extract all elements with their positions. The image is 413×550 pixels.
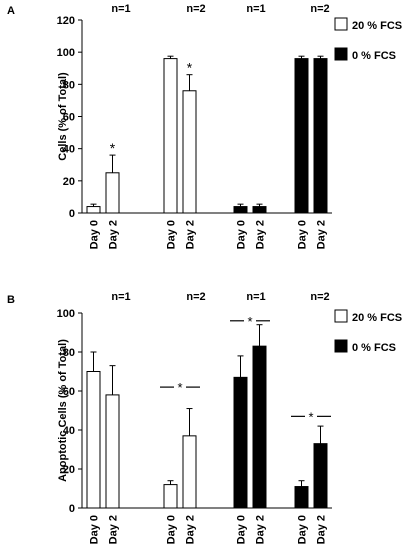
bar <box>252 345 267 509</box>
legend-label: 0 % FCS <box>352 50 396 62</box>
n-label: n=2 <box>186 3 205 15</box>
significance-star: * <box>177 380 182 395</box>
y-tick-label: 20 <box>63 176 75 188</box>
panel-label: B <box>7 294 15 306</box>
legend-swatch <box>334 309 348 323</box>
y-tick-label: 80 <box>63 347 75 359</box>
x-tick-label: Day 0 <box>166 515 178 544</box>
x-tick-label: Day 0 <box>166 220 178 249</box>
legend-swatch <box>334 339 348 353</box>
bar <box>105 394 120 509</box>
x-tick-label: Day 2 <box>255 220 267 249</box>
significance-star: * <box>247 314 252 329</box>
bar <box>105 172 120 214</box>
x-tick-label: Day 0 <box>89 220 101 249</box>
x-tick-label: Day 0 <box>236 220 248 249</box>
y-axis-label: Apoptotic Cells (% of Total) <box>57 339 69 482</box>
x-tick-label: Day 0 <box>297 220 309 249</box>
bar <box>233 376 248 509</box>
y-tick-label: 40 <box>63 144 75 156</box>
bar <box>252 206 267 214</box>
legend-label: 20 % FCS <box>352 20 402 32</box>
x-tick-label: Day 0 <box>297 515 309 544</box>
bar <box>294 486 309 509</box>
y-tick-label: 100 <box>57 47 75 59</box>
bar <box>294 58 309 214</box>
bar <box>163 484 178 509</box>
x-tick-label: Day 2 <box>316 515 328 544</box>
n-label: n=1 <box>246 3 265 15</box>
y-tick-label: 0 <box>69 503 75 515</box>
n-label: n=2 <box>310 3 329 15</box>
x-tick-label: Day 0 <box>236 515 248 544</box>
y-tick-label: 60 <box>63 386 75 398</box>
bar <box>313 443 328 509</box>
n-label: n=2 <box>310 291 329 303</box>
bar <box>163 58 178 214</box>
n-label: n=1 <box>246 291 265 303</box>
x-tick-label: Day 2 <box>185 515 197 544</box>
legend-label: 0 % FCS <box>352 342 396 354</box>
n-label: n=2 <box>186 291 205 303</box>
bar <box>86 371 101 509</box>
y-tick-label: 0 <box>69 208 75 220</box>
n-label: n=1 <box>111 291 130 303</box>
y-tick-label: 60 <box>63 112 75 124</box>
y-axis-label: Cells (% of Total) <box>57 72 69 161</box>
significance-star: * <box>308 409 313 424</box>
panel-label: A <box>7 5 15 17</box>
legend-label: 20 % FCS <box>352 312 402 324</box>
legend-swatch <box>334 47 348 61</box>
y-tick-label: 120 <box>57 15 75 27</box>
chart-panel-b: B 0 20 40 60 80 100 Apoptotic Cells (% of Total… <box>7 291 402 544</box>
x-tick-label: Day 2 <box>108 220 120 249</box>
y-tick-label: 100 <box>57 308 75 320</box>
x-tick-label: Day 0 <box>89 515 101 544</box>
bar <box>182 90 197 214</box>
significance-star: * <box>110 140 116 156</box>
y-tick-label: 80 <box>63 79 75 91</box>
y-tick-label: 40 <box>63 425 75 437</box>
significance-star: * <box>187 60 193 76</box>
legend-swatch <box>334 17 348 31</box>
x-tick-label: Day 2 <box>255 515 267 544</box>
bar <box>313 58 328 214</box>
bar <box>86 206 101 214</box>
x-tick-label: Day 2 <box>185 220 197 249</box>
bar <box>233 206 248 214</box>
x-tick-label: Day 2 <box>316 220 328 249</box>
bar <box>182 435 197 509</box>
chart-panel-a: A 0 20 40 60 80 100 120 Cells (% of Total) n=1 Day… <box>7 3 402 249</box>
n-label: n=1 <box>111 3 130 15</box>
y-tick-label: 20 <box>63 464 75 476</box>
x-tick-label: Day 2 <box>108 515 120 544</box>
